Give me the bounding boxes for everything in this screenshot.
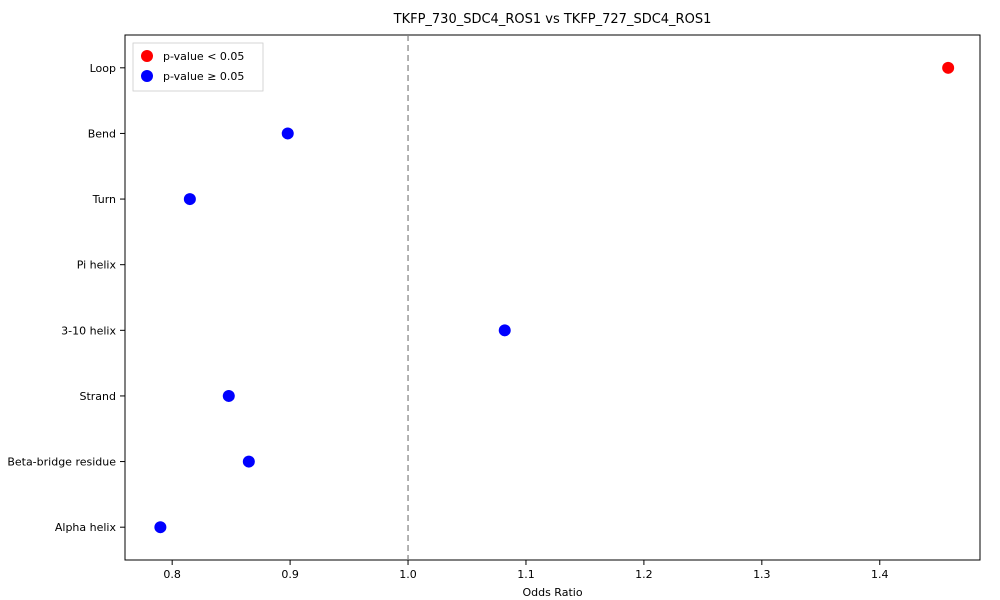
data-point (243, 456, 255, 468)
x-tick-label: 1.3 (753, 568, 771, 581)
y-tick-label: Strand (79, 390, 116, 403)
y-tick-label: Loop (90, 62, 116, 75)
data-point (223, 390, 235, 402)
legend-marker (141, 50, 153, 62)
legend-marker (141, 70, 153, 82)
x-tick-label: 1.0 (399, 568, 417, 581)
data-point (184, 193, 196, 205)
x-tick-label: 0.8 (163, 568, 181, 581)
x-tick-label: 1.4 (871, 568, 889, 581)
y-tick-label: Bend (88, 127, 116, 140)
y-tick-label: Pi helix (77, 259, 117, 272)
legend-label: p-value ≥ 0.05 (163, 70, 244, 83)
y-tick-label: Alpha helix (55, 521, 117, 534)
y-tick-label: Beta-bridge residue (7, 456, 116, 469)
data-point (282, 127, 294, 139)
data-point (942, 62, 954, 74)
chart-title: TKFP_730_SDC4_ROS1 vs TKFP_727_SDC4_ROS1 (393, 12, 712, 27)
y-tick-label: Turn (92, 193, 116, 206)
x-tick-label: 0.9 (281, 568, 299, 581)
data-point (154, 521, 166, 533)
odds-ratio-chart: 0.8 0.9 1.0 1.1 1.2 1.3 1.4 Alpha helix Beta-bri… (0, 0, 1000, 600)
data-point (499, 324, 511, 336)
legend-label: p-value < 0.05 (163, 50, 244, 63)
x-axis-label: Odds Ratio (522, 586, 582, 599)
x-tick-label: 1.1 (517, 568, 535, 581)
y-tick-label: 3-10 helix (61, 324, 116, 337)
x-tick-label: 1.2 (635, 568, 653, 581)
